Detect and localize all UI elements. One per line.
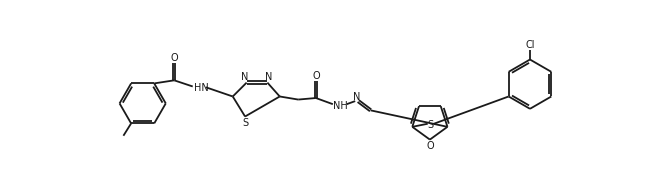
Text: N: N	[241, 72, 249, 82]
Text: N: N	[265, 72, 272, 82]
Text: O: O	[427, 141, 434, 151]
Text: O: O	[312, 71, 320, 81]
Text: Cl: Cl	[525, 40, 535, 50]
Text: S: S	[243, 118, 249, 128]
Text: HN: HN	[194, 83, 208, 93]
Text: S: S	[428, 120, 434, 130]
Text: O: O	[170, 53, 178, 63]
Text: N: N	[353, 92, 360, 102]
Text: NH: NH	[333, 101, 348, 111]
